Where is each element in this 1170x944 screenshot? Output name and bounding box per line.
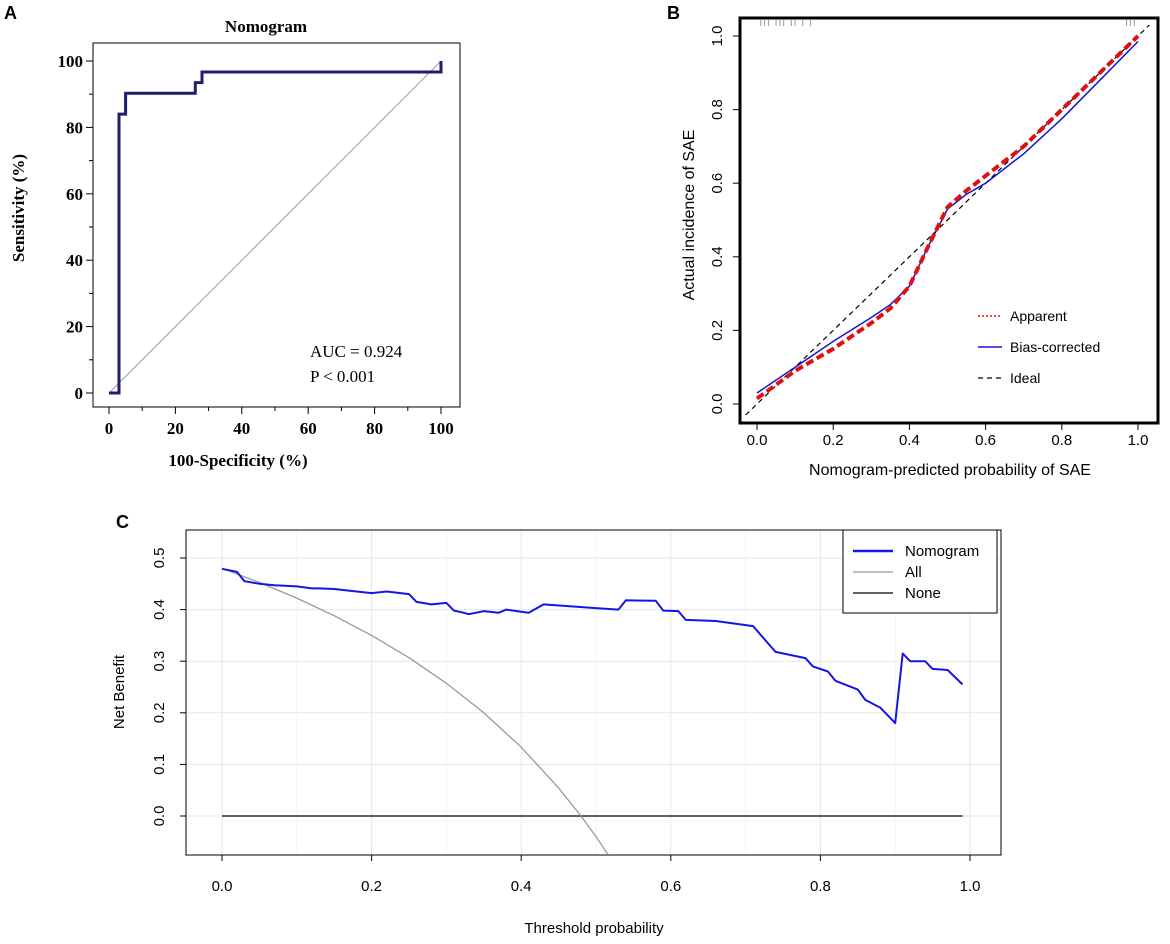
y-tick-label: 20 — [66, 318, 83, 337]
y-tick-label: 0.5 — [151, 548, 168, 569]
x-tick-label: 0.2 — [361, 878, 382, 895]
y-tick-label: 0.2 — [151, 702, 168, 723]
panel-a-y-label: Sensitivity (%) — [9, 154, 28, 262]
panel-b-plot-frame — [738, 16, 1160, 425]
panel-a: A Nomogram 0 20 40 60 80 100 0 20 40 60 80 100 AUC… — [4, 3, 461, 470]
panel-a-y-axis: 0 20 40 60 80 100 — [58, 52, 93, 403]
panel-c-plot-frame — [185, 529, 1002, 856]
panel-a-title: Nomogram — [225, 17, 307, 36]
panel-b-letter: B — [667, 3, 680, 23]
y-tick-label: 0.2 — [709, 320, 726, 341]
panel-c-legend: Nomogram All None — [842, 529, 998, 614]
x-tick-label: 0.0 — [212, 878, 233, 895]
x-tick-label: 0.8 — [810, 878, 831, 895]
panel-a-plot-frame — [92, 42, 461, 408]
x-tick-label: 0.4 — [899, 432, 920, 449]
panel-b-y-axis: 0.0 0.2 0.4 0.6 0.8 1.0 — [709, 26, 740, 415]
legend-label-nomogram: Nomogram — [905, 543, 979, 560]
roc-curve-line — [109, 61, 443, 395]
x-tick-label: 0 — [105, 419, 114, 438]
panel-a-x-label: 100-Specificity (%) — [168, 451, 307, 470]
panel-b-x-label: Nomogram-predicted probability of SAE — [809, 462, 1091, 479]
x-tick-label: 100 — [428, 419, 454, 438]
x-tick-label: 0.6 — [975, 432, 996, 449]
x-tick-label: 0.8 — [1051, 432, 1072, 449]
y-tick-label: 0.4 — [151, 599, 168, 620]
y-tick-label: 0.0 — [709, 394, 726, 415]
x-tick-label: 40 — [233, 419, 250, 438]
x-tick-label: 0.4 — [511, 878, 532, 895]
panel-c-series — [221, 567, 964, 855]
panel-c-y-axis: 0.0 0.1 0.2 0.3 0.4 0.5 — [151, 548, 186, 827]
x-tick-label: 80 — [366, 419, 383, 438]
panel-a-p-annotation: P < 0.001 — [310, 367, 375, 386]
panel-a-auc-annotation: AUC = 0.924 — [310, 342, 403, 361]
panel-b: B 0.00.20.40.60.81.0 0.0 0.2 0.4 0.6 0.8 1.0 … — [667, 3, 1160, 479]
legend-label-ideal: Ideal — [1010, 370, 1040, 386]
x-tick-label: 20 — [167, 419, 184, 438]
x-tick-label: 1.0 — [1128, 432, 1149, 449]
y-tick-label: 0 — [75, 384, 84, 403]
panel-a-x-axis: 0 20 40 60 80 100 — [105, 407, 454, 438]
panel-c-letter: C — [116, 512, 129, 532]
x-tick-label: 60 — [300, 419, 317, 438]
y-tick-label: 0.3 — [151, 651, 168, 672]
panel-a-series — [108, 60, 443, 395]
panel-b-x-axis: 0.0 0.2 0.4 0.6 0.8 1.0 — [747, 423, 1149, 449]
nomogram-line — [221, 567, 964, 725]
all-line — [221, 567, 610, 855]
y-tick-label: 0.1 — [151, 754, 168, 775]
panel-c-x-label: Threshold probability — [524, 920, 664, 937]
y-tick-label: 60 — [66, 185, 83, 204]
panel-a-letter: A — [4, 3, 17, 23]
x-tick-label: 0.2 — [823, 432, 844, 449]
legend-label-apparent: Apparent — [1010, 308, 1067, 324]
legend-label-all: All — [905, 564, 922, 581]
y-tick-label: 80 — [66, 118, 83, 137]
x-tick-label: 0.0 — [747, 432, 768, 449]
reference-diagonal-line — [108, 60, 442, 394]
x-tick-label: 1.0 — [960, 878, 981, 895]
x-tick-label: 0.6 — [660, 878, 681, 895]
apparent-line — [755, 34, 1140, 401]
ideal-line — [745, 24, 1150, 416]
y-tick-label: 0.8 — [709, 99, 726, 120]
panel-c-y-label: Net Benefit — [111, 654, 128, 729]
legend-label-bias-corrected: Bias-corrected — [1010, 339, 1100, 355]
y-tick-label: 1.0 — [709, 26, 726, 47]
legend-label-none: None — [905, 585, 941, 602]
y-tick-label: 0.6 — [709, 173, 726, 194]
panel-b-series — [745, 24, 1150, 416]
y-tick-label: 100 — [58, 52, 84, 71]
panel-b-y-label: Actual incidence of SAE — [681, 130, 698, 301]
panel-c-x-axis: 0.0 0.2 0.4 0.6 0.8 1.0 — [212, 855, 981, 895]
y-tick-label: 0.4 — [709, 246, 726, 267]
y-tick-label: 0.0 — [151, 806, 168, 827]
panel-b-legend: Apparent Bias-corrected Ideal — [978, 308, 1100, 386]
panel-b-rug — [760, 20, 1135, 26]
panel-c: C 0.00.10.20.30.40.5 0.0 0.2 0.4 0.6 0.8 1.0 … — [111, 512, 1002, 937]
y-tick-label: 40 — [66, 251, 83, 270]
